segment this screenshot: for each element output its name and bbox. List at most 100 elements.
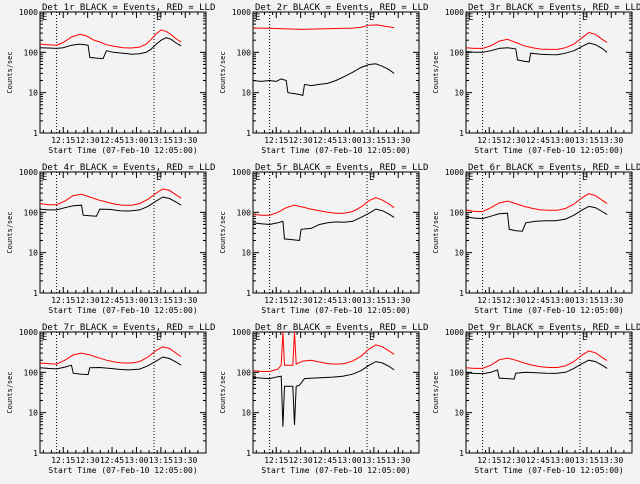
y-tick-label: 1 [459,129,464,138]
x-axis-label: Start Time (07-Feb-10 12:05:00) [48,146,197,155]
series-line-events [252,63,395,97]
plot-frame [39,11,207,134]
panel-title: Det 9r BLACK = Events, RED = LLD [468,323,640,333]
x-tick-label: 12:30 [76,456,100,465]
y-tick-label: 1000 [445,8,464,17]
panel-det-4r: Det 4r BLACK = Events, RED = LLD Counts/s… [6,163,215,315]
x-tick-label: 13:00 [550,136,574,145]
x-tick-label: 13:30 [599,296,623,305]
x-tick-label: 12:30 [289,296,313,305]
y-tick-label: 1 [459,289,464,298]
x-tick-label: 12:15 [264,136,288,145]
plot-frame [252,171,420,294]
series-line-lld [465,193,608,212]
x-tick-label: 12:30 [289,136,313,145]
y-tick-label: 1000 [232,168,251,177]
x-tick-label: 12:45 [313,136,337,145]
panel-title: Det 4r BLACK = Events, RED = LLD [42,163,215,173]
y-tick-label: 100 [24,368,39,377]
marker-label: E [369,173,374,183]
x-tick-label: 12:45 [526,296,550,305]
x-tick-label: 13:30 [599,136,623,145]
x-tick-label: 12:15 [51,296,75,305]
plot-frame [465,11,633,134]
y-tick-label: 1000 [19,168,38,177]
x-tick-label: 12:45 [313,456,337,465]
x-tick-label: 12:15 [264,296,288,305]
y-tick-label: 100 [450,48,465,57]
marker-label: E [156,13,161,23]
y-axis-label: Counts/sec [219,211,227,253]
corner-label: E [42,333,47,343]
y-tick-label: 1000 [445,168,464,177]
x-tick-label: 13:15 [149,456,173,465]
y-tick-label: 100 [450,208,465,217]
series-line-lld [465,350,608,369]
panel-title: Det 1r BLACK = Events, RED = LLD [42,3,215,13]
marker-label: E [369,13,374,23]
panel-det-1r: Det 1r BLACK = Events, RED = LLD Counts/s… [6,3,215,155]
plot-frame [465,331,633,454]
y-tick-label: 10 [241,249,251,258]
series-line-lld [39,346,182,365]
y-tick-label: 100 [450,368,465,377]
series-line-events [252,361,395,427]
plot-frame [252,11,420,134]
x-tick-label: 12:45 [100,296,124,305]
x-tick-label: 13:30 [173,136,197,145]
y-axis-label: Counts/sec [6,371,14,413]
y-tick-label: 10 [454,249,464,258]
plot-frame [39,171,207,294]
x-tick-label: 13:00 [124,456,148,465]
x-tick-label: 12:45 [100,136,124,145]
x-tick-label: 12:15 [51,456,75,465]
y-tick-label: 100 [237,48,252,57]
corner-label: E [255,173,260,183]
series-line-events [39,37,182,60]
y-tick-label: 100 [237,368,252,377]
y-axis-label: Counts/sec [6,51,14,93]
panel-title: Det 2r BLACK = Events, RED = LLD [255,3,428,13]
x-tick-label: 13:15 [149,296,173,305]
x-tick-label: 13:15 [362,296,386,305]
marker-label: E [156,173,161,183]
y-axis-label: Counts/sec [219,371,227,413]
x-tick-label: 13:15 [362,136,386,145]
x-tick-label: 12:30 [502,456,526,465]
series-line-lld [252,331,395,372]
series-line-lld [39,188,182,206]
y-tick-label: 1 [33,289,38,298]
y-tick-label: 10 [241,89,251,98]
series-line-events [39,196,182,217]
x-tick-label: 12:45 [526,456,550,465]
y-tick-label: 1000 [232,8,251,17]
x-tick-label: 12:15 [264,456,288,465]
y-tick-label: 1 [246,449,251,458]
y-tick-label: 1 [33,449,38,458]
y-tick-label: 1000 [19,8,38,17]
y-tick-label: 10 [454,89,464,98]
panel-title: Det 5r BLACK = Events, RED = LLD [255,163,428,173]
y-axis-label: Counts/sec [432,211,440,253]
x-tick-label: 12:30 [76,136,100,145]
x-tick-label: 13:15 [575,456,599,465]
x-axis-label: Start Time (07-Feb-10 12:05:00) [48,466,197,475]
x-tick-label: 13:00 [337,136,361,145]
series-line-lld [252,197,395,216]
x-tick-label: 12:30 [502,136,526,145]
x-axis-label: Start Time (07-Feb-10 12:05:00) [474,466,623,475]
x-tick-label: 12:15 [51,136,75,145]
y-tick-label: 100 [24,208,39,217]
panel-title: Det 6r BLACK = Events, RED = LLD [468,163,640,173]
panel-det-5r: Det 5r BLACK = Events, RED = LLD Counts/s… [219,163,428,315]
panel-det-2r: Det 2r BLACK = Events, RED = LLD Counts/s… [219,3,428,155]
y-axis-label: Counts/sec [432,51,440,93]
y-axis-label: Counts/sec [432,371,440,413]
series-line-lld [39,29,182,49]
series-line-events [39,356,182,376]
x-tick-label: 13:00 [337,456,361,465]
x-tick-label: 12:45 [100,456,124,465]
x-tick-label: 13:30 [599,456,623,465]
